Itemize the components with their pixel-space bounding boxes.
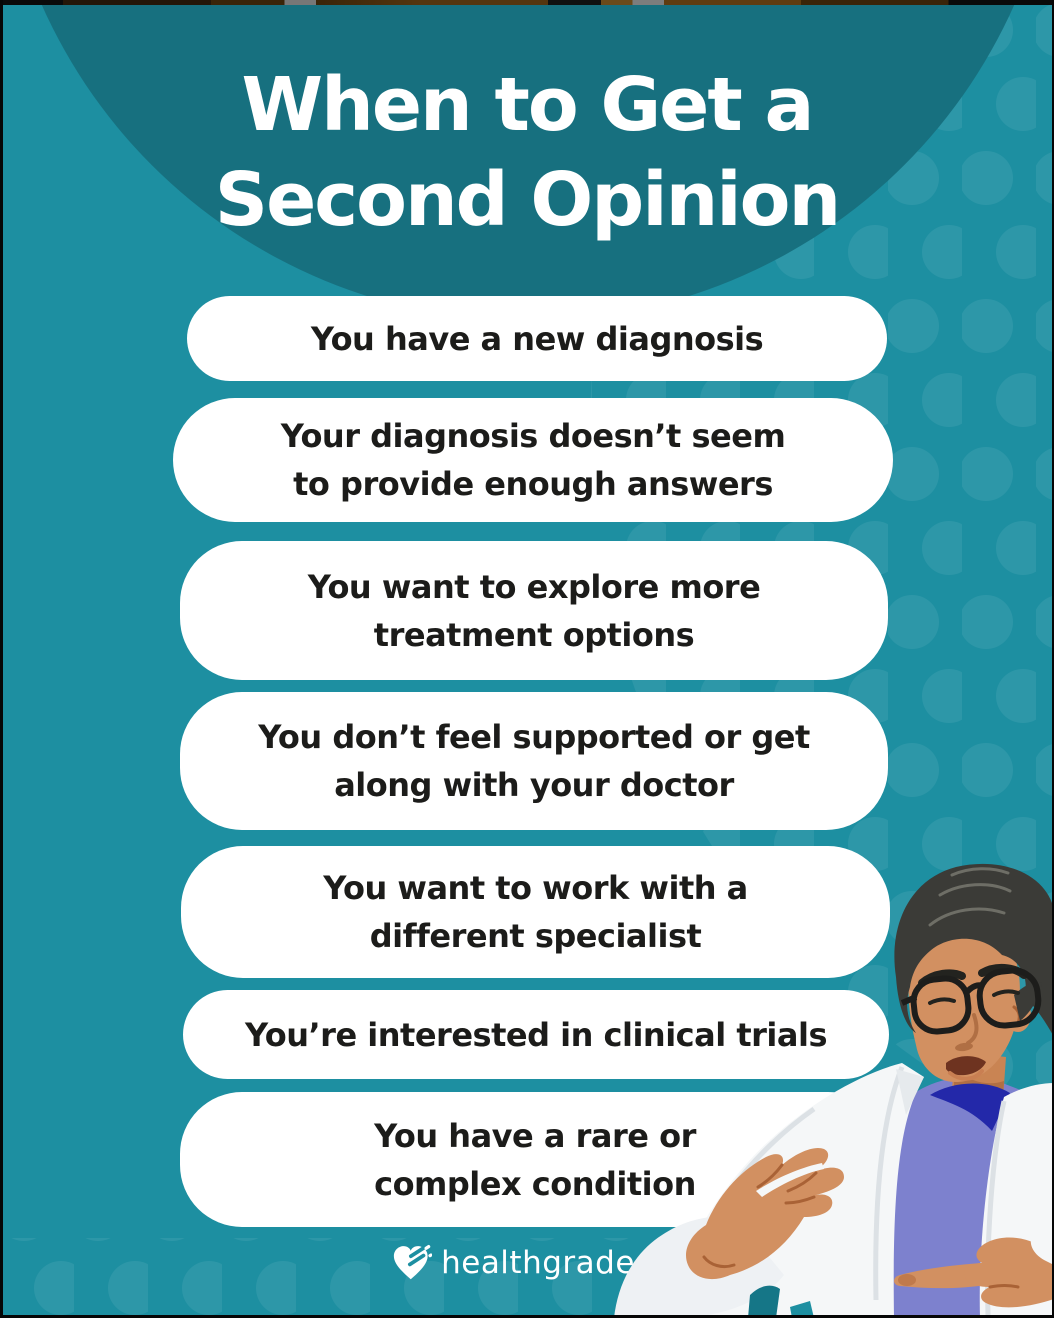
brand-footer: healthgrades. — [0, 1244, 1054, 1282]
pill-text-line: different specialist — [369, 917, 702, 955]
pill-card: You have a new diagnosis — [187, 296, 887, 381]
pill-card: You want to work with a different special… — [181, 846, 890, 978]
pill-card: Your diagnosis doesn’t seem to provide en… — [173, 398, 893, 522]
pill-text-line: treatment options — [373, 615, 695, 654]
pill-card: You want to explore more treatment option… — [180, 541, 888, 680]
pill-text-line: You want to explore more — [307, 567, 761, 606]
brand-wordmark: healthgrades. — [441, 1245, 662, 1281]
pill-text-line: You don’t feel supported or get — [258, 718, 810, 756]
screen-edge-artifact-right — [1052, 0, 1054, 1318]
pill-text-line: Your diagnosis doesn’t seem — [280, 417, 786, 455]
screen-edge-artifact-top — [0, 0, 1054, 5]
doctor-talking-illustration — [614, 863, 1054, 1318]
pill-text-line: You have a rare or — [374, 1116, 696, 1155]
pill-text-line: to provide enough answers — [293, 465, 773, 503]
screen-edge-artifact-left — [0, 0, 3, 1318]
screen-edge-artifact-bottom — [0, 1315, 1054, 1318]
pill-card: You’re interested in clinical trials — [183, 990, 889, 1079]
pill-text-line: You’re interested in clinical trials — [245, 1015, 827, 1054]
title-line-1: When to Get a — [241, 62, 815, 148]
pill-text-line: You want to work with a — [323, 869, 748, 907]
pill-text-line: complex condition — [374, 1164, 696, 1203]
pill-text-line: You have a new diagnosis — [310, 319, 764, 358]
glasses-icon — [900, 967, 1042, 1035]
pill-card: You don’t feel supported or get along wit… — [180, 692, 888, 830]
healthgrades-heart-icon — [393, 1245, 433, 1280]
title-line-2: Second Opinion — [214, 157, 841, 243]
page-title: When to Get a Second Opinion — [0, 58, 1054, 248]
pill-text-line: along with your doctor — [334, 766, 734, 804]
